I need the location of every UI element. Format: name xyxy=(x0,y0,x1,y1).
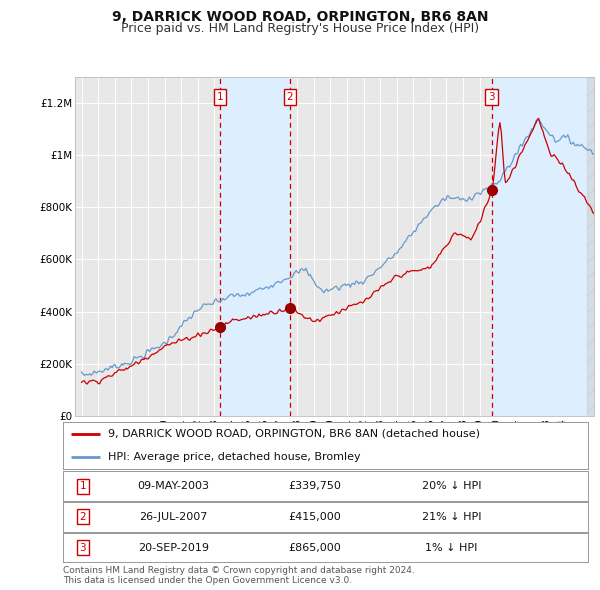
Bar xyxy=(587,77,596,416)
Text: 9, DARRICK WOOD ROAD, ORPINGTON, BR6 8AN (detached house): 9, DARRICK WOOD ROAD, ORPINGTON, BR6 8AN… xyxy=(107,429,479,438)
Text: 1% ↓ HPI: 1% ↓ HPI xyxy=(425,543,478,552)
Text: 3: 3 xyxy=(80,543,86,552)
Text: 21% ↓ HPI: 21% ↓ HPI xyxy=(422,512,481,522)
Text: 1: 1 xyxy=(80,481,86,491)
Text: HPI: Average price, detached house, Bromley: HPI: Average price, detached house, Brom… xyxy=(107,453,360,462)
Text: Price paid vs. HM Land Registry's House Price Index (HPI): Price paid vs. HM Land Registry's House … xyxy=(121,22,479,35)
Text: 26-JUL-2007: 26-JUL-2007 xyxy=(139,512,208,522)
Text: 3: 3 xyxy=(488,92,495,102)
Text: 9, DARRICK WOOD ROAD, ORPINGTON, BR6 8AN: 9, DARRICK WOOD ROAD, ORPINGTON, BR6 8AN xyxy=(112,10,488,24)
Text: 09-MAY-2003: 09-MAY-2003 xyxy=(137,481,209,491)
Text: £865,000: £865,000 xyxy=(289,543,341,552)
Text: 1: 1 xyxy=(217,92,224,102)
Text: £339,750: £339,750 xyxy=(289,481,341,491)
Text: 2: 2 xyxy=(80,512,86,522)
Bar xyxy=(491,77,596,416)
Text: 2: 2 xyxy=(287,92,293,102)
Text: 20-SEP-2019: 20-SEP-2019 xyxy=(138,543,209,552)
Text: 20% ↓ HPI: 20% ↓ HPI xyxy=(422,481,481,491)
Bar xyxy=(220,77,290,416)
Text: £415,000: £415,000 xyxy=(289,512,341,522)
Text: Contains HM Land Registry data © Crown copyright and database right 2024.
This d: Contains HM Land Registry data © Crown c… xyxy=(63,566,415,585)
